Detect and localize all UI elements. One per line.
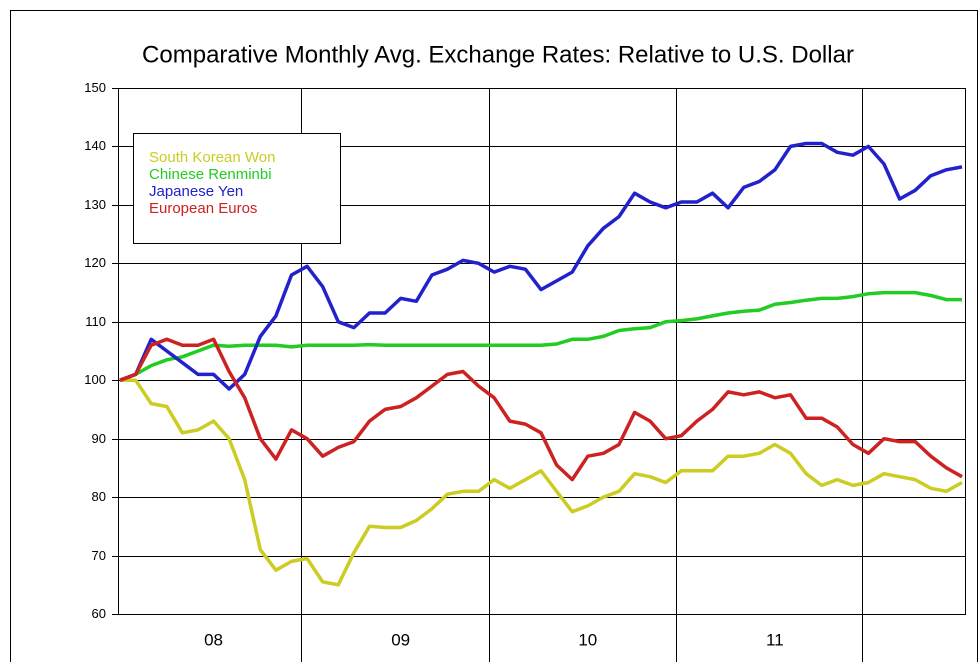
x-tick-label: 09	[391, 630, 410, 649]
y-tick-label: 90	[92, 431, 106, 446]
series-line	[119, 290, 962, 382]
series-line	[119, 141, 963, 391]
legend-label: Chinese Renminbi	[149, 166, 272, 183]
legend-label: European Euros	[149, 200, 257, 217]
chart-title: Comparative Monthly Avg. Exchange Rates:…	[142, 41, 854, 68]
y-tick-label: 140	[84, 138, 106, 153]
x-tick-label: 11	[766, 630, 784, 649]
y-tick-label: 100	[84, 372, 106, 387]
legend-label: South Korean Won	[149, 149, 275, 166]
x-tick-label: 10	[578, 630, 597, 649]
x-tick-label: 08	[204, 630, 223, 649]
y-tick-label: 150	[84, 80, 106, 95]
y-tick-label: 130	[84, 197, 106, 212]
y-tick-label: 80	[92, 489, 106, 504]
y-tick-label: 120	[84, 255, 106, 270]
legend-label: Japanese Yen	[149, 183, 243, 200]
y-tick-label: 70	[92, 548, 106, 563]
y-tick-label: 60	[92, 606, 106, 621]
y-tick-label: 110	[85, 314, 106, 329]
series-line	[120, 378, 963, 587]
legend-box	[133, 133, 341, 244]
series-line	[119, 337, 963, 482]
